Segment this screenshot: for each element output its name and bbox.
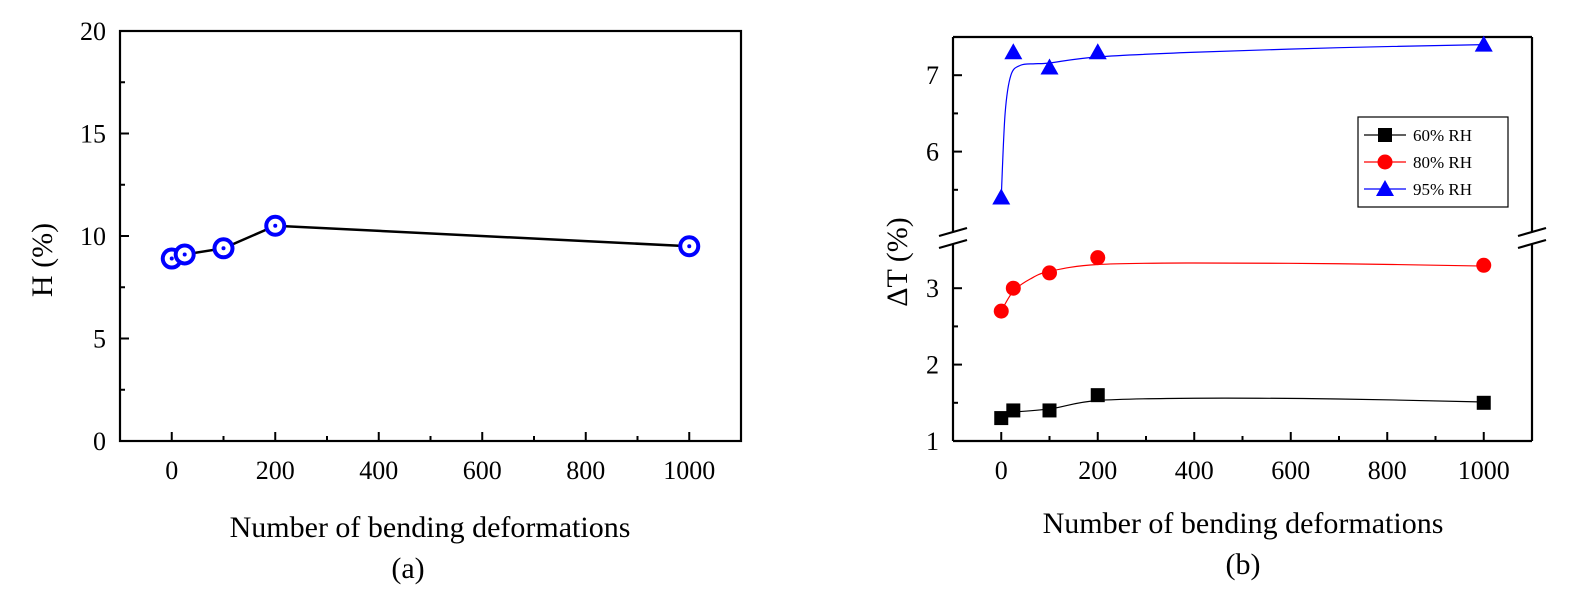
fit-curve-b xyxy=(1000,262,1484,312)
series-line-a xyxy=(171,224,690,260)
data-point-b xyxy=(992,188,1011,205)
data-point-b xyxy=(994,411,1009,426)
data-point-b xyxy=(1042,265,1057,281)
x-tick-label-b: 200 xyxy=(1078,456,1117,485)
y-tick-label-b: 7 xyxy=(926,61,939,90)
x-tick-label-b: 0 xyxy=(995,456,1008,485)
x-tick-label-b: 800 xyxy=(1368,456,1407,485)
x-tick-label-b: 1000 xyxy=(1458,456,1510,485)
data-point-a xyxy=(264,214,287,237)
y-tick-label-b: 2 xyxy=(926,351,939,380)
legend-marker xyxy=(1378,128,1392,142)
legend-label: 60% RH xyxy=(1413,126,1472,145)
ring-dot xyxy=(273,223,278,228)
data-point-b xyxy=(1088,43,1107,60)
y-tick-label-b: 3 xyxy=(926,274,939,303)
legend-label: 95% RH xyxy=(1413,180,1472,199)
data-point-b xyxy=(1474,35,1493,52)
x-axis-title-a: Number of bending deformations xyxy=(230,511,631,544)
panel-label-b: (b) xyxy=(1226,548,1261,581)
y-tick-label-a: 5 xyxy=(93,325,106,354)
panel-a: 0 200 400 600 800 1000 0 5 10 15 20 H (%) Number o… xyxy=(26,17,743,585)
x-tick-label-a: 200 xyxy=(256,456,295,485)
axis-break-mark xyxy=(1517,226,1547,238)
x-axis-title-b: Number of bending deformations xyxy=(1043,507,1444,540)
ring-dot xyxy=(687,244,692,249)
axis-break-mark xyxy=(938,238,968,250)
y-tick-label-a: 10 xyxy=(80,222,106,251)
x-tick-label-a: 600 xyxy=(463,456,502,485)
data-point-b xyxy=(1005,280,1021,296)
y-tick-label-b: 1 xyxy=(926,427,939,456)
data-point-b xyxy=(1004,43,1023,60)
ring-dot xyxy=(169,256,174,261)
y-tick-label-a: 20 xyxy=(80,17,106,46)
x-tick-label-a: 0 xyxy=(165,456,178,485)
legend: 60% RH 80% RH 95% RH xyxy=(1357,116,1509,208)
y-axis-title-b: ΔT (%) xyxy=(881,217,914,307)
y-tick-label-b: 6 xyxy=(926,138,939,167)
data-point-b xyxy=(1090,250,1106,266)
data-point-a xyxy=(212,237,235,260)
data-point-b xyxy=(1042,403,1057,418)
x-tick-label-a: 400 xyxy=(359,456,398,485)
x-tick-label-a: 800 xyxy=(566,456,605,485)
ring-dot xyxy=(221,246,226,251)
x-tick-label-b: 400 xyxy=(1175,456,1214,485)
x-tick-label-b: 600 xyxy=(1271,456,1310,485)
legend-marker xyxy=(1376,180,1394,196)
panel-label-a: (a) xyxy=(391,552,424,585)
data-point-a xyxy=(173,243,196,266)
data-point-b xyxy=(1476,395,1491,410)
panel-b: 0 200 400 600 800 1000 1 2 3 6 7 ΔT (%) Number of … xyxy=(881,35,1547,581)
data-point-a xyxy=(678,235,701,258)
legend-marker xyxy=(1377,154,1393,170)
axis-break-mark xyxy=(938,226,968,238)
y-axis-title-a: H (%) xyxy=(26,223,59,297)
fit-curve-b xyxy=(1001,397,1484,414)
data-point-b xyxy=(1040,58,1059,75)
axis-break-mark xyxy=(1517,238,1547,250)
data-point-b xyxy=(993,303,1009,319)
x-tick-label-a: 1000 xyxy=(663,456,715,485)
legend-label: 80% RH xyxy=(1413,153,1472,172)
plot-frame-a xyxy=(118,29,743,443)
data-point-b xyxy=(1090,388,1105,403)
y-tick-label-a: 0 xyxy=(93,427,106,456)
ring-dot xyxy=(182,252,187,257)
data-point-b xyxy=(1006,403,1021,418)
y-tick-label-a: 15 xyxy=(80,120,106,149)
data-point-b xyxy=(1476,257,1492,273)
